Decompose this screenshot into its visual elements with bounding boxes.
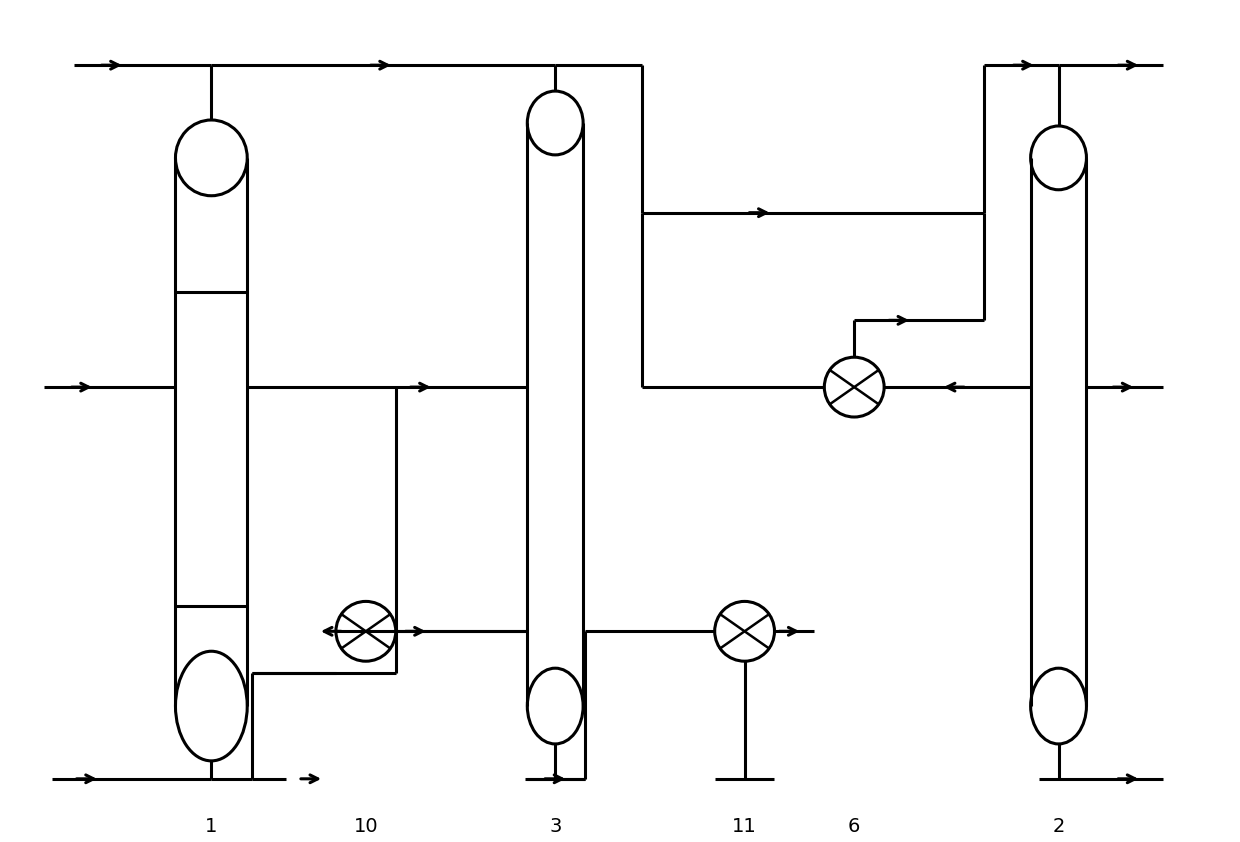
Text: 3: 3: [549, 817, 562, 835]
Text: 2: 2: [1053, 817, 1065, 835]
Text: 10: 10: [353, 817, 378, 835]
Text: 6: 6: [848, 817, 861, 835]
Text: 11: 11: [732, 817, 756, 835]
Text: 1: 1: [205, 817, 217, 835]
